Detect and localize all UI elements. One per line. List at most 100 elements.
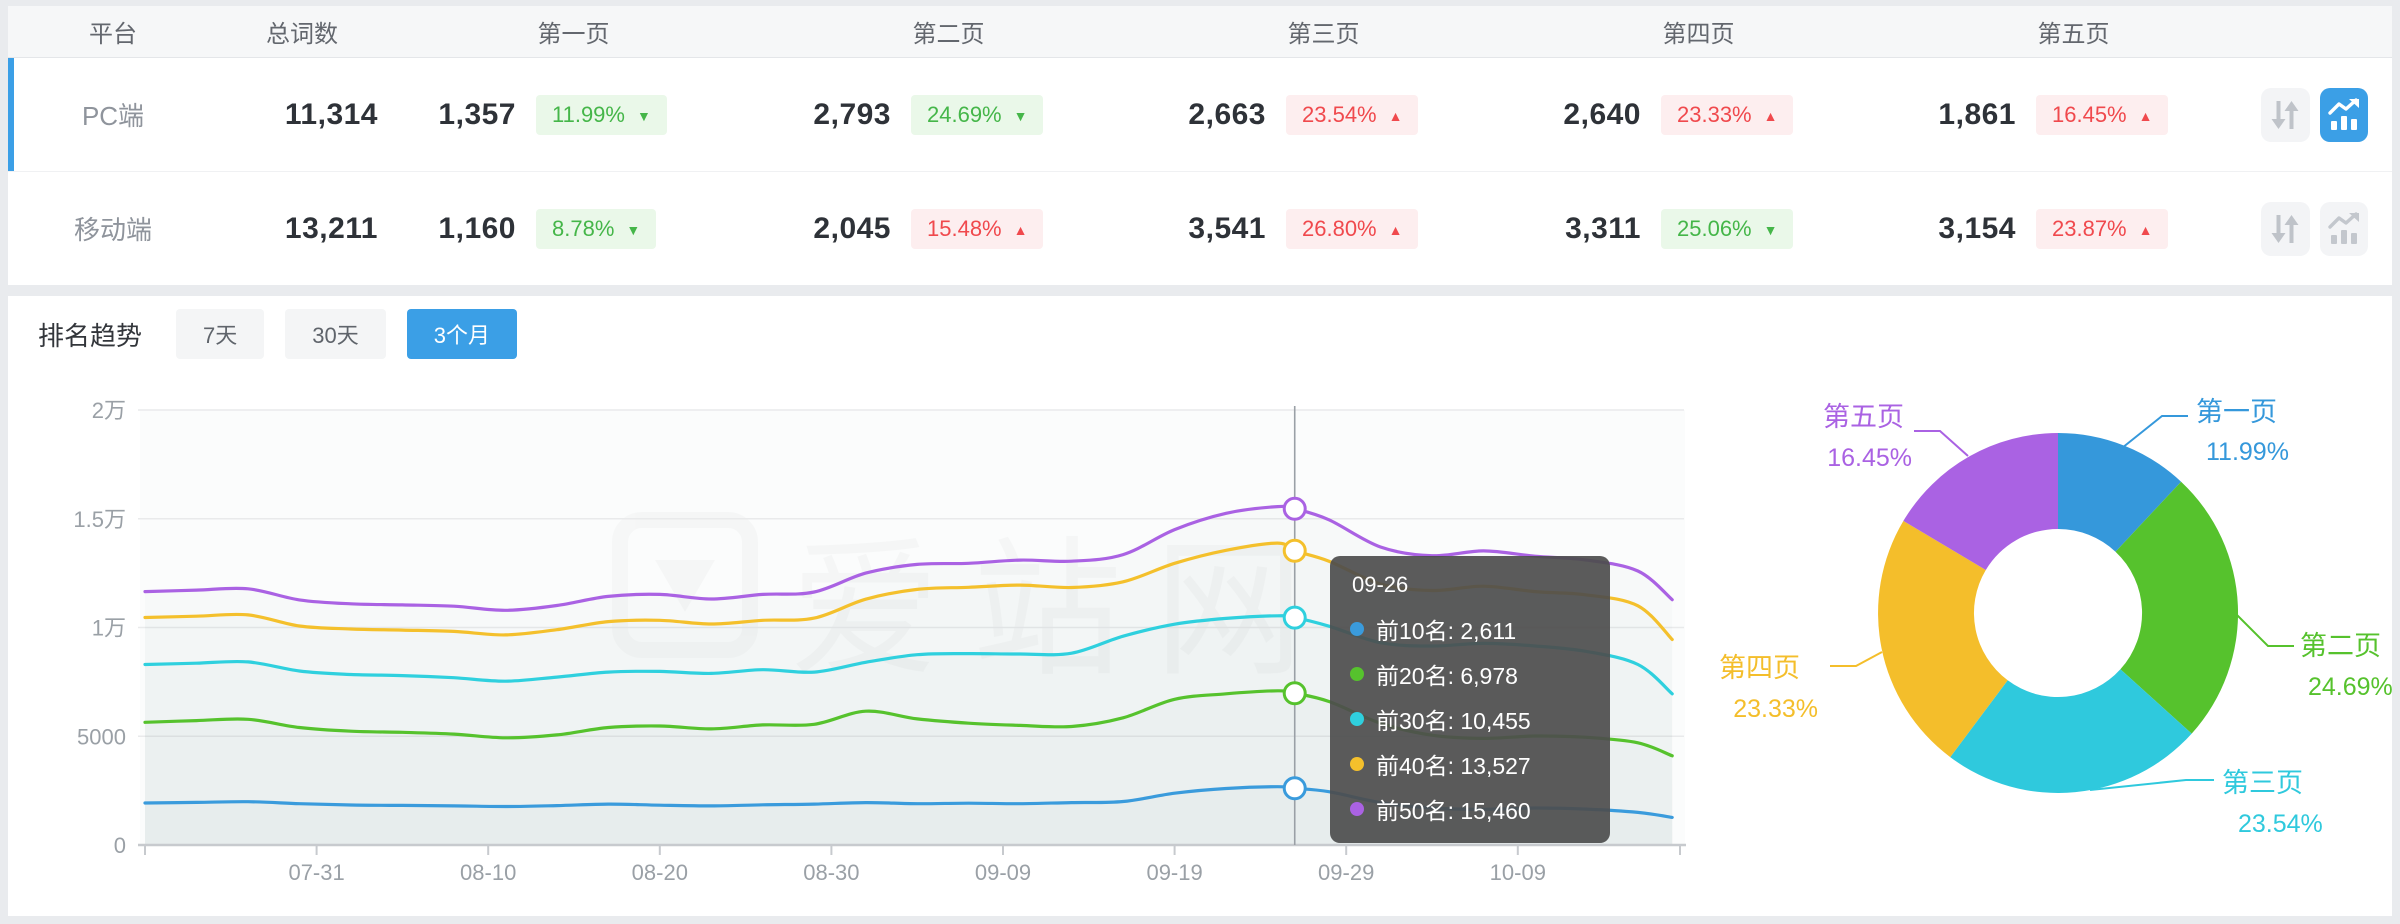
triangle-up-icon: ▲ (2138, 221, 2153, 238)
chart-tooltip: 09-26 前10名: 2,611 前20名: 6,978 前30名: 10,4… (1330, 556, 1610, 843)
page-5-percent-badge: 23.87% ▲ (2036, 208, 2169, 249)
page-1-percent-badge: 8.78% ▼ (536, 208, 657, 249)
page-1-badge-cell: 8.78% ▼ (524, 208, 761, 249)
triangle-up-icon: ▲ (2138, 107, 2153, 124)
tooltip-row-text: 前10名: 2,611 (1376, 617, 1517, 644)
col-header-page-3: 第三页 (1287, 21, 1360, 48)
page-4-count: 3,311 (1565, 211, 1641, 245)
page-1-count: 1,160 (438, 211, 516, 245)
sort-arrows-icon (2271, 214, 2299, 243)
page-4-percent-badge: 23.33% ▲ (1661, 94, 1794, 135)
tooltip-row-前30名: 前30名: 10,455 (1350, 696, 1588, 741)
percent-value: 15.48% (927, 215, 1002, 241)
series-dot-icon (1350, 666, 1364, 681)
series-dot-icon (1350, 801, 1364, 816)
page-2-count: 2,045 (813, 211, 891, 245)
percent-value: 25.06% (1677, 215, 1752, 241)
tooltip-row-text: 前50名: 15,460 (1376, 797, 1531, 824)
page-4-percent-badge: 25.06% ▼ (1661, 208, 1794, 249)
tooltip-row-text: 前20名: 6,978 (1376, 662, 1518, 689)
trend-chart-icon (2328, 211, 2359, 244)
page-5-count: 3,154 (1938, 211, 2016, 245)
percent-value: 16.45% (2052, 101, 2127, 127)
table-row-PC端[interactable]: PC端 11,314 1,357 11.99% ▼ 2,793 24.69% ▼ 2… (8, 58, 2392, 172)
selected-row-indicator (8, 58, 14, 171)
tooltip-row-text: 前40名: 13,527 (1376, 752, 1531, 779)
tooltip-row-前40名: 前40名: 13,527 (1350, 741, 1588, 786)
tab-range-7天[interactable]: 7天 (176, 309, 265, 359)
col-header-page-5: 第五页 (2037, 21, 2110, 48)
sort-button[interactable] (2261, 87, 2310, 142)
col-header-page-2: 第二页 (912, 21, 985, 48)
page-1-count: 1,357 (438, 97, 516, 131)
page-5-percent-badge: 16.45% ▲ (2036, 94, 2169, 135)
tooltip-row-text: 前30名: 10,455 (1376, 707, 1531, 734)
page-2-count: 2,793 (813, 97, 891, 131)
percent-value: 11.99% (552, 101, 625, 127)
page-5-badge-cell: 23.87% ▲ (2024, 208, 2261, 249)
table-body: PC端 11,314 1,357 11.99% ▼ 2,793 24.69% ▼ 2… (8, 58, 2392, 285)
tooltip-row-前20名: 前20名: 6,978 (1350, 651, 1588, 696)
page-2-badge-cell: 24.69% ▼ (899, 94, 1136, 135)
trend-panel: 排名趋势 7天 30天 3个月 (8, 296, 2392, 916)
trend-toolbar: 排名趋势 7天 30天 3个月 (38, 309, 538, 359)
triangle-down-icon: ▼ (636, 107, 651, 124)
col-header-page-4: 第四页 (1662, 21, 1735, 48)
page-1-percent-badge: 11.99% ▼ (536, 94, 667, 135)
trend-chart-button[interactable] (2319, 87, 2368, 142)
table-row-移动端[interactable]: 移动端 13,211 1,160 8.78% ▼ 2,045 15.48% ▲ 3,… (8, 172, 2392, 285)
sort-button[interactable] (2261, 201, 2310, 256)
series-dot-icon (1350, 621, 1364, 636)
keyword-rank-table: 平台 总词数 第一页 第二页 第三页 第四页 第五页 PC端 11,314 1,357 11.9… (8, 6, 2392, 285)
tooltip-row-前50名: 前50名: 15,460 (1350, 786, 1588, 831)
percent-value: 23.54% (1302, 101, 1377, 127)
tab-range-3个月[interactable]: 3个月 (406, 309, 517, 359)
page-5-count: 1,861 (1938, 97, 2016, 131)
row-actions (2261, 201, 2392, 256)
page-2-badge-cell: 15.48% ▲ (899, 208, 1136, 249)
col-header-platform: 平台 (89, 21, 137, 48)
trend-chart-icon (2328, 97, 2359, 130)
trend-range-tabs: 7天 30天 3个月 (176, 309, 538, 359)
triangle-up-icon: ▲ (1388, 107, 1403, 124)
page-4-count: 2,640 (1563, 97, 1641, 131)
tooltip-date: 09-26 (1352, 572, 1409, 597)
table-header-row: 平台 总词数 第一页 第二页 第三页 第四页 第五页 (8, 6, 2392, 58)
triangle-up-icon: ▲ (1388, 221, 1403, 238)
page-2-percent-badge: 24.69% ▼ (911, 94, 1044, 135)
page-4-badge-cell: 25.06% ▼ (1649, 208, 1886, 249)
page-4-badge-cell: 23.33% ▲ (1649, 94, 1886, 135)
row-actions (2261, 87, 2392, 142)
percent-value: 24.69% (927, 101, 1002, 127)
col-header-page-1: 第一页 (537, 21, 610, 48)
triangle-down-icon: ▼ (1013, 107, 1028, 124)
page-3-percent-badge: 26.80% ▲ (1286, 208, 1419, 249)
tab-range-30天[interactable]: 30天 (285, 309, 386, 359)
percent-value: 26.80% (1302, 215, 1377, 241)
percent-value: 23.87% (2052, 215, 2127, 241)
page-5-badge-cell: 16.45% ▲ (2024, 94, 2261, 135)
trend-chart-button[interactable] (2319, 201, 2368, 256)
page-3-percent-badge: 23.54% ▲ (1286, 94, 1419, 135)
page-3-count: 3,541 (1188, 211, 1266, 245)
page-3-badge-cell: 23.54% ▲ (1274, 94, 1511, 135)
page-3-badge-cell: 26.80% ▲ (1274, 208, 1511, 249)
triangle-up-icon: ▲ (1013, 221, 1028, 238)
page-1-badge-cell: 11.99% ▼ (524, 94, 761, 135)
col-header-total: 总词数 (266, 21, 338, 48)
page-2-percent-badge: 15.48% ▲ (911, 208, 1044, 249)
series-dot-icon (1350, 711, 1364, 726)
percent-value: 8.78% (552, 215, 615, 241)
trend-title: 排名趋势 (38, 320, 143, 351)
triangle-down-icon: ▼ (1763, 221, 1778, 238)
triangle-up-icon: ▲ (1763, 107, 1778, 124)
page-3-count: 2,663 (1188, 97, 1266, 131)
triangle-down-icon: ▼ (626, 221, 641, 238)
platform-name: PC端 (81, 101, 145, 131)
total-keywords: 11,314 (284, 97, 378, 131)
percent-value: 23.33% (1677, 101, 1752, 127)
tooltip-row-前10名: 前10名: 2,611 (1350, 606, 1588, 651)
platform-name: 移动端 (73, 215, 152, 245)
total-keywords: 13,211 (284, 211, 378, 245)
sort-arrows-icon (2271, 100, 2299, 129)
